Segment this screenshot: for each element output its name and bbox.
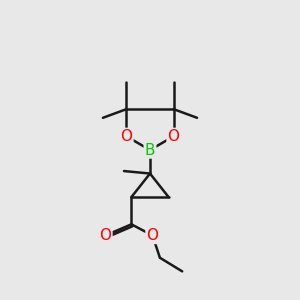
Text: O: O (99, 228, 111, 243)
Text: O: O (167, 129, 179, 144)
Text: B: B (145, 142, 155, 158)
Text: O: O (121, 129, 133, 144)
Text: O: O (146, 228, 158, 243)
